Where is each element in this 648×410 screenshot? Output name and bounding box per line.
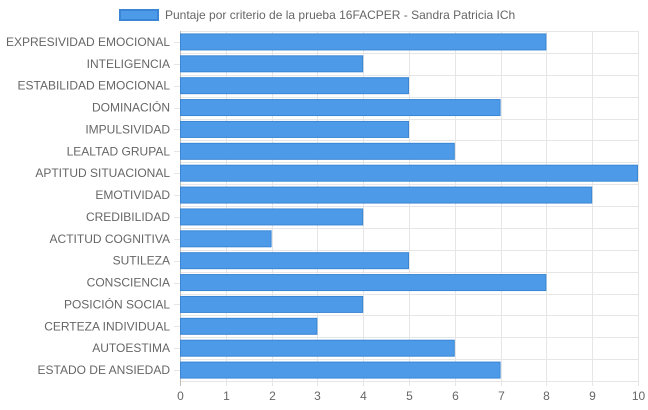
- x-tick-label: 10: [632, 389, 646, 403]
- bar: [180, 208, 364, 226]
- bar: [180, 77, 409, 95]
- category-label: DOMINACIÓN: [92, 100, 170, 115]
- category-label: EXPRESIVIDAD EMOCIONAL: [6, 35, 170, 49]
- category-label: SUTILEZA: [113, 254, 170, 268]
- category-label: ACTITUD COGNITIVA: [50, 232, 170, 246]
- category-label: EMOTIVIDAD: [95, 188, 170, 202]
- category-label: INTELIGENCIA: [87, 57, 170, 71]
- bar: [180, 33, 547, 51]
- category-label: POSICIÓN SOCIAL: [64, 296, 170, 311]
- bar: [180, 230, 272, 248]
- bar: [180, 317, 318, 335]
- category-label: ESTADO DE ANSIEDAD: [38, 363, 171, 377]
- x-tick-label: 0: [177, 389, 184, 403]
- bar: [180, 274, 547, 292]
- x-tick-label: 4: [360, 389, 367, 403]
- category-label: AUTOESTIMA: [92, 341, 170, 355]
- category-label: LEALTAD GRUPAL: [67, 144, 171, 158]
- bar: [180, 55, 364, 73]
- bar: [180, 142, 455, 160]
- category-label: CERTEZA INDIVIDUAL: [44, 319, 170, 333]
- x-tick-label: 2: [269, 389, 276, 403]
- category-label: APTITUD SITUACIONAL: [35, 166, 170, 180]
- bar: [180, 99, 501, 117]
- category-label: CONSCIENCIA: [87, 276, 170, 290]
- bar: [180, 295, 364, 313]
- category-label: ESTABILIDAD EMOCIONAL: [18, 79, 171, 93]
- legend-swatch: [119, 9, 159, 21]
- x-tick-label: 3: [314, 389, 321, 403]
- x-tick-label: 1: [223, 389, 230, 403]
- category-label: CREDIBILIDAD: [86, 210, 170, 224]
- bar: [180, 186, 593, 204]
- category-label: IMPULSIVIDAD: [85, 122, 170, 136]
- bar: [180, 339, 455, 357]
- bar: [180, 252, 409, 270]
- x-tick-label: 7: [498, 389, 505, 403]
- legend-label: Puntaje por criterio de la prueba 16FACP…: [165, 8, 516, 22]
- bar: [180, 361, 501, 379]
- x-tick-label: 5: [406, 389, 413, 403]
- x-tick-label: 9: [589, 389, 596, 403]
- legend[interactable]: Puntaje por criterio de la prueba 16FACP…: [119, 7, 515, 23]
- x-tick-label: 8: [543, 389, 550, 403]
- x-tick-label: 6: [452, 389, 459, 403]
- bar: [180, 120, 409, 138]
- bar: [180, 164, 638, 182]
